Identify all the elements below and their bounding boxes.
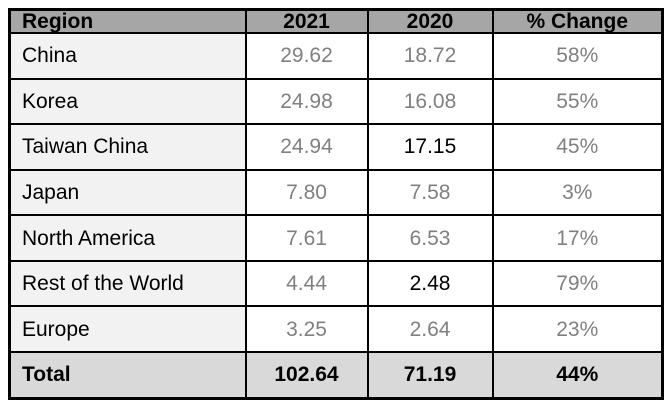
table-row-korea: Korea 24.98 16.08 55% (8, 77, 664, 126)
value-2020: 16.08 (366, 77, 494, 126)
total-2021: 102.64 (244, 350, 369, 400)
region-label: Taiwan China (8, 123, 247, 171)
header-row: Region 2021 2020 % Change (8, 8, 664, 34)
value-change: 55% (491, 77, 664, 126)
value-2021: 4.44 (244, 259, 369, 308)
table-row-europe: Europe 3.25 2.64 23% (8, 305, 664, 353)
value-change: 79% (491, 259, 664, 308)
value-2021: 24.98 (244, 77, 369, 126)
header-region: Region (8, 8, 247, 34)
value-2021: 3.25 (244, 305, 369, 353)
value-2021: 7.80 (244, 168, 369, 217)
value-change: 23% (491, 305, 664, 353)
region-label: North America (8, 214, 247, 262)
table-row-rest-of-world: Rest of the World 4.44 2.48 79% (8, 259, 664, 308)
total-2020: 71.19 (366, 350, 494, 400)
region-label: Japan (8, 168, 247, 217)
header-2020: 2020 (366, 8, 494, 34)
value-2020: 18.72 (366, 32, 494, 80)
value-2020: 6.53 (366, 214, 494, 262)
header-percent-change: % Change (491, 8, 664, 34)
value-2020: 2.64 (366, 305, 494, 353)
region-label: Europe (8, 305, 247, 353)
value-2021: 24.94 (244, 123, 369, 171)
region-revenue-table: Region 2021 2020 % Change China 29.62 18… (8, 8, 664, 400)
region-label: China (8, 32, 247, 80)
table-row-taiwan-china: Taiwan China 24.94 17.15 45% (8, 123, 664, 171)
value-change: 3% (491, 168, 664, 217)
total-label: Total (8, 350, 247, 400)
value-2021: 29.62 (244, 32, 369, 80)
value-2021: 7.61 (244, 214, 369, 262)
value-2020: 17.15 (366, 123, 494, 171)
value-change: 58% (491, 32, 664, 80)
value-change: 17% (491, 214, 664, 262)
table-row-china: China 29.62 18.72 58% (8, 32, 664, 80)
header-2021: 2021 (244, 8, 369, 34)
table-row-total: Total 102.64 71.19 44% (8, 350, 664, 400)
total-change: 44% (491, 350, 664, 400)
table-row-north-america: North America 7.61 6.53 17% (8, 214, 664, 262)
value-change: 45% (491, 123, 664, 171)
value-2020: 7.58 (366, 168, 494, 217)
value-2020: 2.48 (366, 259, 494, 308)
region-label: Korea (8, 77, 247, 126)
table-row-japan: Japan 7.80 7.58 3% (8, 168, 664, 217)
region-label: Rest of the World (8, 259, 247, 308)
